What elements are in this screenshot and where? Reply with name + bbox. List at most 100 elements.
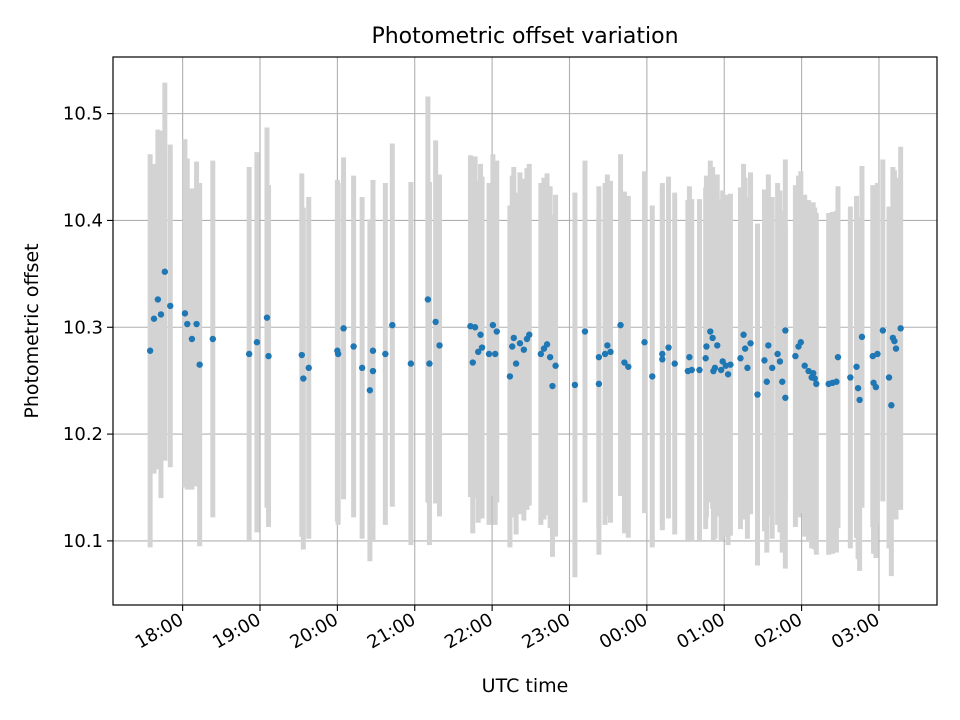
- data-point: [382, 350, 389, 358]
- data-point: [245, 350, 253, 358]
- data-point: [810, 369, 817, 377]
- data-point: [641, 339, 648, 346]
- data-point: [897, 325, 904, 332]
- data-point: [671, 360, 678, 367]
- data-point: [478, 344, 486, 351]
- data-point: [874, 350, 881, 358]
- data-point: [477, 331, 484, 338]
- data-point: [181, 310, 189, 317]
- data-point: [516, 340, 524, 347]
- data-point: [797, 339, 805, 346]
- data-point: [196, 361, 203, 368]
- data-point: [369, 347, 377, 354]
- data-point: [549, 382, 556, 390]
- data-point: [688, 366, 695, 374]
- data-point: [300, 375, 307, 382]
- data-point: [474, 348, 482, 356]
- data-point: [754, 391, 761, 398]
- data-point: [146, 347, 154, 354]
- data-point: [607, 348, 614, 356]
- data-point: [747, 340, 754, 347]
- data-point: [150, 315, 158, 322]
- data-point: [601, 350, 609, 358]
- data-point: [813, 380, 820, 388]
- data-point: [769, 364, 776, 372]
- data-point: [765, 342, 772, 349]
- data-point: [161, 268, 169, 275]
- data-point: [509, 343, 516, 350]
- data-point: [617, 321, 624, 329]
- data-point: [512, 360, 520, 367]
- data-point: [424, 296, 432, 303]
- data-point: [702, 355, 709, 362]
- data-point: [369, 367, 377, 375]
- data-point: [432, 318, 439, 326]
- y-tick-label: 10.3: [63, 317, 103, 338]
- data-point: [305, 364, 312, 372]
- data-point: [366, 387, 374, 394]
- data-point: [703, 343, 710, 350]
- data-point: [193, 320, 200, 328]
- data-point: [892, 345, 900, 352]
- data-point: [485, 350, 493, 358]
- data-point: [526, 331, 533, 338]
- y-tick-label: 10.4: [63, 210, 103, 231]
- data-point: [740, 331, 747, 338]
- y-axis-ticks: 10.1 10.2 10.3 10.4 10.5: [63, 104, 113, 552]
- chart-title: Photometric offset variation: [371, 24, 678, 49]
- data-point: [774, 350, 781, 358]
- data-point: [581, 328, 589, 335]
- data-point: [665, 344, 672, 351]
- data-point: [537, 350, 545, 358]
- data-point: [253, 339, 261, 346]
- data-point: [263, 314, 271, 321]
- data-point: [426, 360, 433, 367]
- data-point: [595, 353, 603, 361]
- data-point: [686, 353, 693, 361]
- data-point: [154, 296, 162, 303]
- data-point: [471, 324, 479, 331]
- data-point: [811, 375, 818, 382]
- data-point: [891, 337, 898, 345]
- data-point: [744, 364, 751, 372]
- data-point: [506, 373, 514, 380]
- y-tick-label: 10.2: [63, 424, 103, 445]
- data-point: [520, 346, 528, 353]
- data-point: [358, 364, 366, 372]
- data-point: [604, 342, 611, 349]
- data-point: [492, 350, 499, 358]
- data-point: [436, 342, 443, 349]
- data-point: [510, 334, 517, 342]
- data-point: [833, 378, 840, 385]
- data-point: [546, 353, 554, 361]
- data-point: [856, 396, 863, 404]
- data-point: [872, 383, 880, 391]
- data-point: [714, 342, 721, 349]
- y-tick-label: 10.1: [63, 531, 103, 552]
- data-point: [625, 363, 632, 370]
- data-point: [782, 327, 789, 334]
- data-point: [847, 374, 854, 381]
- data-point: [340, 325, 347, 332]
- data-point: [763, 378, 770, 385]
- y-tick-label: 10.5: [63, 104, 103, 125]
- data-points: [146, 268, 904, 409]
- data-point: [659, 350, 666, 358]
- data-point: [858, 333, 866, 341]
- plot-area-frame: [112, 56, 938, 606]
- data-point: [350, 343, 357, 350]
- data-point: [782, 394, 789, 401]
- data-point: [853, 363, 860, 370]
- data-point: [696, 366, 703, 374]
- data-point: [717, 366, 725, 374]
- data-point: [552, 362, 559, 369]
- data-point: [188, 335, 196, 343]
- data-point: [334, 350, 342, 358]
- data-point: [854, 384, 862, 392]
- data-point: [879, 327, 887, 334]
- data-point: [209, 335, 217, 343]
- data-point: [707, 328, 714, 335]
- data-point: [659, 356, 666, 363]
- data-point: [157, 311, 165, 318]
